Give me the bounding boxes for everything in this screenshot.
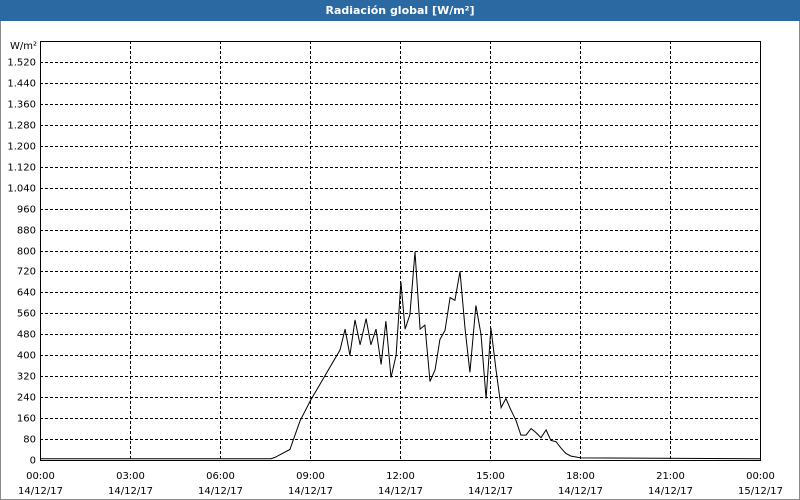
y-tick-label: 1.120 [7,163,36,174]
y-tick-label: 240 [17,393,36,404]
x-tick-date: 14/12/17 [18,486,63,497]
chart-title: Radiación global [W/m²] [325,4,474,17]
y-tick-label: 1.040 [7,184,36,195]
x-tick-label: 21:00 [656,471,685,482]
x-tick-label: 00:00 [746,471,775,482]
x-tick-date: 14/12/17 [288,486,333,497]
y-tick-label: 1.360 [7,100,36,111]
title-bar [0,0,800,21]
y-tick-label: 160 [17,414,36,425]
y-tick-label: 720 [17,267,36,278]
y-tick-label: 480 [17,330,36,341]
x-tick-label: 00:00 [26,471,55,482]
y-tick-label: 400 [17,351,36,362]
x-tick-label: 12:00 [386,471,415,482]
x-tick-date: 14/12/17 [108,486,153,497]
y-tick-label: 320 [17,372,36,383]
y-tick-label: 0 [30,456,36,467]
x-tick-label: 06:00 [206,471,235,482]
y-tick-label: 800 [17,247,36,258]
x-tick-date: 14/12/17 [198,486,243,497]
x-tick-date: 14/12/17 [378,486,423,497]
y-tick-label: 560 [17,309,36,320]
x-tick-label: 18:00 [566,471,595,482]
x-tick-date: 14/12/17 [558,486,603,497]
plot-frame [40,41,761,461]
y-axis-label: W/m² [10,41,37,52]
y-tick-label: 960 [17,205,36,216]
x-tick-date: 14/12/17 [468,486,513,497]
y-tick-label: 1.440 [7,79,36,90]
x-tick-date: 15/12/17 [738,486,783,497]
data-line [40,251,761,460]
x-tick-label: 03:00 [116,471,145,482]
x-tick-label: 15:00 [476,471,505,482]
y-tick-label: 80 [23,435,36,446]
y-tick-label: 640 [17,288,36,299]
y-tick-label: 1.280 [7,121,36,132]
y-tick-label: 880 [17,226,36,237]
x-tick-label: 09:00 [296,471,325,482]
y-tick-label: 1.200 [7,142,36,153]
x-tick-date: 14/12/17 [648,486,693,497]
y-tick-label: 1.520 [7,58,36,69]
